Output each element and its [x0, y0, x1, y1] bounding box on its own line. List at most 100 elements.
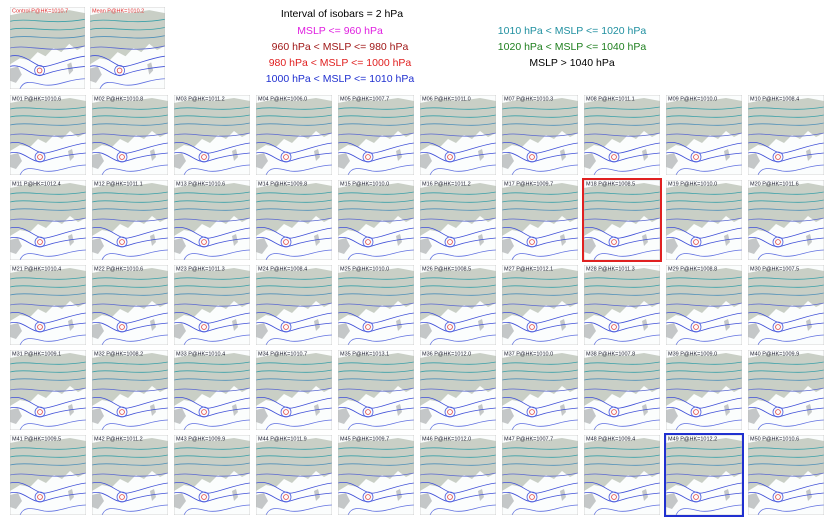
panel-label: M23 P@HK=1011.3 — [176, 266, 225, 272]
map-thumbnail — [174, 350, 250, 430]
map-thumbnail — [420, 265, 496, 345]
panel-label: M04 P@HK=1006.0 — [258, 96, 307, 102]
panel-label: M44 P@HK=1011.9 — [258, 436, 307, 442]
map-panel: M09 P@HK=1010.0 — [666, 95, 742, 175]
map-panel: M50 P@HK=1010.6 — [748, 435, 824, 515]
map-thumbnail — [502, 95, 578, 175]
map-panel: M08 P@HK=1011.1 — [584, 95, 660, 175]
map-panel: M30 P@HK=1007.5 — [748, 265, 824, 345]
map-thumbnail — [10, 95, 86, 175]
map-thumbnail — [10, 435, 86, 515]
map-thumbnail — [92, 95, 168, 175]
map-thumbnail — [748, 95, 824, 175]
panel-label: M17 P@HK=1009.7 — [504, 181, 553, 187]
map-thumbnail — [748, 350, 824, 430]
map-thumbnail — [338, 435, 414, 515]
panel-label: M31 P@HK=1009.1 — [12, 351, 61, 357]
panel-label: M06 P@HK=1011.0 — [422, 96, 471, 102]
panel-label: M13 P@HK=1010.6 — [176, 181, 225, 187]
legend-entry: 1000 hPa < MSLP <= 1010 hPa — [266, 73, 415, 85]
map-panel: M35 P@HK=1013.1 — [338, 350, 414, 430]
panel-label: M45 P@HK=1009.7 — [340, 436, 389, 442]
map-panel: M38 P@HK=1007.8 — [584, 350, 660, 430]
map-thumbnail — [666, 350, 742, 430]
map-thumbnail — [256, 435, 332, 515]
map-panel: M11 P@HK=1012.4 — [10, 180, 86, 260]
panel-label: M15 P@HK=1010.0 — [340, 181, 389, 187]
map-panel: M24 P@HK=1008.4 — [256, 265, 332, 345]
panel-label: M16 P@HK=1011.2 — [422, 181, 471, 187]
map-thumbnail — [338, 350, 414, 430]
legend-entry: 960 hPa < MSLP <= 980 hPa — [272, 41, 409, 53]
panel-label: M29 P@HK=1008.8 — [668, 266, 717, 272]
map-thumbnail — [420, 180, 496, 260]
panel-label: M12 P@HK=1011.1 — [94, 181, 143, 187]
map-thumbnail — [502, 435, 578, 515]
ensemble-map-page: Control P@HK=1010.7Mean P@HK=1010.2Inter… — [0, 0, 827, 519]
map-panel: M40 P@HK=1009.9 — [748, 350, 824, 430]
map-panel: M36 P@HK=1012.0 — [420, 350, 496, 430]
panel-label: M22 P@HK=1010.6 — [94, 266, 143, 272]
panel-label: Mean P@HK=1010.2 — [92, 8, 144, 14]
map-panel: M23 P@HK=1011.3 — [174, 265, 250, 345]
panel-label: M42 P@HK=1011.2 — [94, 436, 143, 442]
map-panel: M49 P@HK=1012.2 — [665, 434, 743, 516]
map-thumbnail — [174, 180, 250, 260]
panel-label: M02 P@HK=1010.8 — [94, 96, 143, 102]
map-panel: M43 P@HK=1009.9 — [174, 435, 250, 515]
map-thumbnail — [502, 265, 578, 345]
map-panel: M25 P@HK=1010.0 — [338, 265, 414, 345]
map-thumbnail — [256, 265, 332, 345]
map-thumbnail — [666, 180, 742, 260]
panel-label: M14 P@HK=1009.8 — [258, 181, 307, 187]
panel-label: M05 P@HK=1007.7 — [340, 96, 389, 102]
panel-label: M28 P@HK=1011.3 — [586, 266, 635, 272]
map-thumbnail — [584, 95, 660, 175]
map-panel: M02 P@HK=1010.8 — [92, 95, 168, 175]
panel-label: M33 P@HK=1010.4 — [176, 351, 225, 357]
map-panel: M20 P@HK=1011.6 — [748, 180, 824, 260]
panel-label: M30 P@HK=1007.5 — [750, 266, 799, 272]
map-panel: M03 P@HK=1011.2 — [174, 95, 250, 175]
map-panel: M07 P@HK=1010.3 — [502, 95, 578, 175]
map-panel: Mean P@HK=1010.2 — [90, 7, 165, 89]
map-panel: M33 P@HK=1010.4 — [174, 350, 250, 430]
panel-label: M27 P@HK=1012.1 — [504, 266, 553, 272]
panel-label: M01 P@HK=1010.6 — [12, 96, 61, 102]
map-panel: M34 P@HK=1010.7 — [256, 350, 332, 430]
panel-label: M40 P@HK=1009.9 — [750, 351, 799, 357]
map-panel: M22 P@HK=1010.6 — [92, 265, 168, 345]
map-panel: Control P@HK=1010.7 — [10, 7, 85, 89]
map-panel: M32 P@HK=1008.2 — [92, 350, 168, 430]
map-thumbnail — [256, 350, 332, 430]
panel-label: M35 P@HK=1013.1 — [340, 351, 389, 357]
map-thumbnail — [174, 265, 250, 345]
panel-label: M18 P@HK=1008.5 — [586, 181, 635, 187]
map-thumbnail — [92, 350, 168, 430]
map-panel: M27 P@HK=1012.1 — [502, 265, 578, 345]
map-panel: M19 P@HK=1010.0 — [666, 180, 742, 260]
panel-label: M25 P@HK=1010.0 — [340, 266, 389, 272]
map-thumbnail — [584, 180, 660, 260]
legend-entry: 1010 hPa < MSLP <= 1020 hPa — [498, 25, 647, 37]
legend-entry: 1020 hPa < MSLP <= 1040 hPa — [498, 41, 647, 53]
map-thumbnail — [10, 180, 86, 260]
map-panel: M41 P@HK=1009.5 — [10, 435, 86, 515]
map-thumbnail — [502, 350, 578, 430]
map-thumbnail — [666, 435, 742, 515]
map-panel: M26 P@HK=1008.5 — [420, 265, 496, 345]
panel-label: M41 P@HK=1009.5 — [12, 436, 61, 442]
map-thumbnail — [584, 265, 660, 345]
map-thumbnail — [256, 180, 332, 260]
map-thumbnail — [748, 180, 824, 260]
map-thumbnail — [256, 95, 332, 175]
map-panel: M45 P@HK=1009.7 — [338, 435, 414, 515]
map-thumbnail — [10, 350, 86, 430]
map-panel: M18 P@HK=1008.5 — [583, 179, 661, 261]
panel-label: M11 P@HK=1012.4 — [12, 181, 61, 187]
map-thumbnail — [338, 265, 414, 345]
map-panel: M12 P@HK=1011.1 — [92, 180, 168, 260]
map-thumbnail — [502, 180, 578, 260]
panel-label: M43 P@HK=1009.9 — [176, 436, 225, 442]
panel-label: M34 P@HK=1010.7 — [258, 351, 307, 357]
